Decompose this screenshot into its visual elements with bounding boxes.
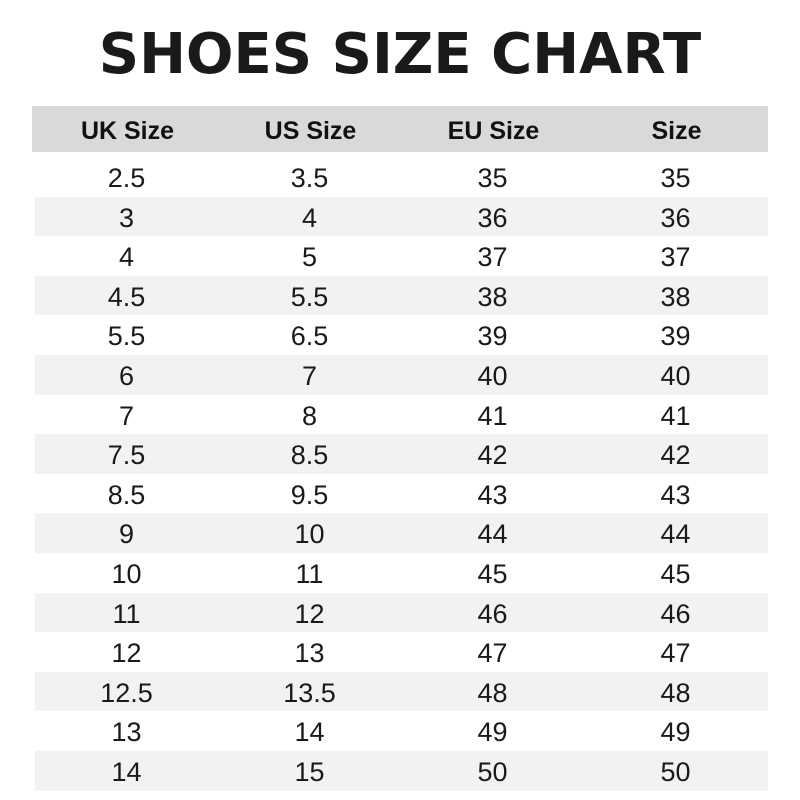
cell-us-size: 4: [301, 202, 318, 233]
cell-uk-size: 7.5: [107, 440, 146, 471]
cell-uk-size: 4: [118, 242, 135, 273]
cell-eu-size: 41: [477, 400, 508, 431]
cell-size: 40: [660, 360, 691, 391]
table-row: 3 4 36 36: [35, 196, 768, 237]
cell-uk-size: 10: [111, 558, 142, 589]
cell-eu-size: 46: [477, 598, 508, 629]
cell-us-size: 6.5: [290, 321, 329, 352]
cell-uk-size: 3: [118, 202, 135, 233]
cell-uk-size: 4.5: [107, 281, 146, 312]
cell-us-size: 8.5: [290, 440, 329, 471]
table-row: 4.5 5.5 38 38: [35, 275, 768, 316]
table-row: 11 12 46 46: [35, 592, 768, 633]
cell-uk-size: 5.5: [107, 321, 146, 352]
header-uk-size: UK Size: [80, 117, 175, 145]
cell-size: 47: [660, 638, 691, 669]
cell-eu-size: 42: [477, 440, 508, 471]
cell-size: 46: [660, 598, 691, 629]
cell-eu-size: 47: [477, 638, 508, 669]
cell-size: 44: [660, 519, 691, 550]
cell-eu-size: 36: [477, 202, 508, 233]
cell-size: 48: [660, 677, 691, 708]
cell-eu-size: 44: [477, 519, 508, 550]
cell-eu-size: 40: [477, 360, 508, 391]
cell-uk-size: 12: [111, 638, 142, 669]
cell-eu-size: 48: [477, 677, 508, 708]
cell-size: 39: [660, 321, 691, 352]
cell-us-size: 10: [294, 519, 325, 550]
cell-size: 49: [660, 717, 691, 748]
cell-us-size: 11: [295, 558, 324, 589]
cell-eu-size: 39: [477, 321, 508, 352]
cell-uk-size: 11: [112, 598, 141, 629]
cell-us-size: 5.5: [290, 281, 329, 312]
header-us-size: US Size: [264, 117, 357, 145]
table-body: 2.5 3.5 35 35 3 4 36 36 4 5 37 37 4.5 5.5 38 38 5.5 6.5 39…: [35, 157, 768, 791]
table-row: 10 11 45 45: [35, 553, 768, 593]
cell-size: 37: [660, 242, 691, 273]
table-row: 9 10 44 44: [35, 513, 768, 553]
table-row: 12 13 47 47: [35, 632, 768, 672]
cell-size: 50: [660, 756, 691, 787]
table-row: 14 15 50 50: [35, 750, 768, 791]
table-header: UK Size US Size EU Size Size: [32, 106, 768, 152]
cell-eu-size: 38: [477, 281, 508, 312]
table-row: 8.5 9.5 43 43: [35, 474, 768, 514]
cell-uk-size: 13: [111, 717, 142, 748]
cell-us-size: 13: [294, 638, 325, 669]
cell-eu-size: 50: [477, 756, 508, 787]
table-row: 12.5 13.5 48 48: [35, 671, 768, 712]
cell-size: 45: [660, 558, 691, 589]
cell-us-size: 3.5: [290, 163, 329, 193]
cell-uk-size: 7: [118, 400, 135, 431]
cell-size: 36: [660, 202, 691, 233]
cell-size: 38: [660, 281, 691, 312]
header-eu-size: EU Size: [447, 117, 540, 145]
cell-us-size: 9.5: [290, 479, 329, 510]
cell-size: 35: [660, 163, 691, 193]
table-row: 6 7 40 40: [35, 354, 768, 395]
cell-uk-size: 6: [118, 360, 135, 391]
cell-us-size: 8: [301, 400, 318, 431]
cell-us-size: 14: [294, 717, 325, 748]
cell-us-size: 7: [301, 360, 318, 391]
cell-eu-size: 49: [477, 717, 508, 748]
cell-eu-size: 35: [477, 163, 508, 193]
cell-uk-size: 8.5: [107, 479, 146, 510]
table-row: 5.5 6.5 39 39: [35, 315, 768, 355]
cell-us-size: 5: [301, 242, 318, 273]
cell-size: 41: [660, 400, 691, 431]
header-size: Size: [651, 117, 702, 145]
cell-us-size: 13.5: [283, 677, 336, 708]
table-row: 4 5 37 37: [35, 236, 768, 276]
cell-uk-size: 12.5: [100, 677, 153, 708]
cell-eu-size: 45: [477, 558, 508, 589]
cell-us-size: 12: [294, 598, 325, 629]
cell-eu-size: 37: [477, 242, 508, 273]
table-row: 13 14 49 49: [35, 711, 768, 751]
cell-size: 43: [660, 479, 691, 510]
table-row: 7.5 8.5 42 42: [35, 434, 768, 474]
cell-us-size: 15: [294, 756, 325, 787]
cell-uk-size: 14: [111, 756, 142, 787]
cell-uk-size: 2.5: [107, 163, 146, 193]
page-title: SHOES SIZE CHART: [98, 22, 702, 87]
cell-uk-size: 9: [118, 519, 135, 550]
cell-eu-size: 43: [477, 479, 508, 510]
table-row: 7 8 41 41: [35, 395, 768, 435]
table-row: 2.5 3.5 35 35: [35, 157, 768, 197]
cell-size: 42: [660, 440, 691, 471]
